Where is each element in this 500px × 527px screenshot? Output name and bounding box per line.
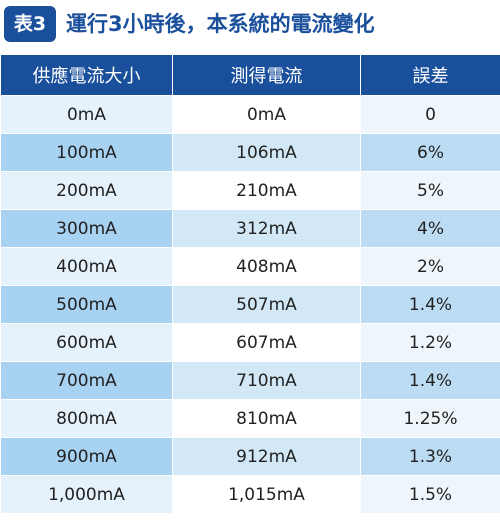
measured-current-cell: 210mA	[172, 171, 361, 210]
header-row: 供應電流大小 測得電流 誤差	[0, 54, 500, 96]
error-cell: 2%	[360, 247, 500, 286]
table-row: 1,000mA 1,015mA 1.5%	[0, 475, 500, 514]
supplied-current-cell: 0mA	[0, 95, 173, 134]
error-cell: 1.4%	[360, 285, 500, 324]
error-cell: 6%	[360, 133, 500, 172]
current-table: 供應電流大小 測得電流 誤差 0mA 0mA 0 100mA 106mA 6% …	[0, 54, 500, 514]
error-cell: 1.4%	[360, 361, 500, 400]
column-header-error: 誤差	[360, 54, 500, 96]
error-cell: 1.2%	[360, 323, 500, 362]
table-row: 700mA 710mA 1.4%	[0, 361, 500, 400]
supplied-current-cell: 1,000mA	[0, 475, 173, 514]
table-row: 500mA 507mA 1.4%	[0, 285, 500, 324]
measured-current-cell: 106mA	[172, 133, 361, 172]
supplied-current-cell: 300mA	[0, 209, 173, 248]
error-cell: 1.25%	[360, 399, 500, 438]
error-cell: 5%	[360, 171, 500, 210]
table-row: 300mA 312mA 4%	[0, 209, 500, 248]
table-row: 400mA 408mA 2%	[0, 247, 500, 286]
measured-current-cell: 312mA	[172, 209, 361, 248]
measured-current-cell: 710mA	[172, 361, 361, 400]
table-row: 100mA 106mA 6%	[0, 133, 500, 172]
supplied-current-cell: 600mA	[0, 323, 173, 362]
error-cell: 1.5%	[360, 475, 500, 514]
measured-current-cell: 607mA	[172, 323, 361, 362]
column-header-supplied-current: 供應電流大小	[0, 54, 173, 96]
measured-current-cell: 507mA	[172, 285, 361, 324]
measured-current-cell: 408mA	[172, 247, 361, 286]
supplied-current-cell: 200mA	[0, 171, 173, 210]
error-cell: 4%	[360, 209, 500, 248]
table-row: 900mA 912mA 1.3%	[0, 437, 500, 476]
table-row: 800mA 810mA 1.25%	[0, 399, 500, 438]
supplied-current-cell: 800mA	[0, 399, 173, 438]
supplied-current-cell: 900mA	[0, 437, 173, 476]
measured-current-cell: 810mA	[172, 399, 361, 438]
column-header-measured-current: 測得電流	[172, 54, 361, 96]
error-cell: 0	[360, 95, 500, 134]
table-row: 200mA 210mA 5%	[0, 171, 500, 210]
supplied-current-cell: 500mA	[0, 285, 173, 324]
table-title: 運行3小時後，本系統的電流變化	[66, 12, 375, 36]
error-cell: 1.3%	[360, 437, 500, 476]
measured-current-cell: 1,015mA	[172, 475, 361, 514]
supplied-current-cell: 400mA	[0, 247, 173, 286]
supplied-current-cell: 100mA	[0, 133, 173, 172]
measured-current-cell: 912mA	[172, 437, 361, 476]
measured-current-cell: 0mA	[172, 95, 361, 134]
table-row: 0mA 0mA 0	[0, 95, 500, 134]
supplied-current-cell: 700mA	[0, 361, 173, 400]
table-header: 表3 運行3小時後，本系統的電流變化	[0, 0, 500, 48]
table-row: 600mA 607mA 1.2%	[0, 323, 500, 362]
table-number-badge: 表3	[4, 6, 56, 42]
